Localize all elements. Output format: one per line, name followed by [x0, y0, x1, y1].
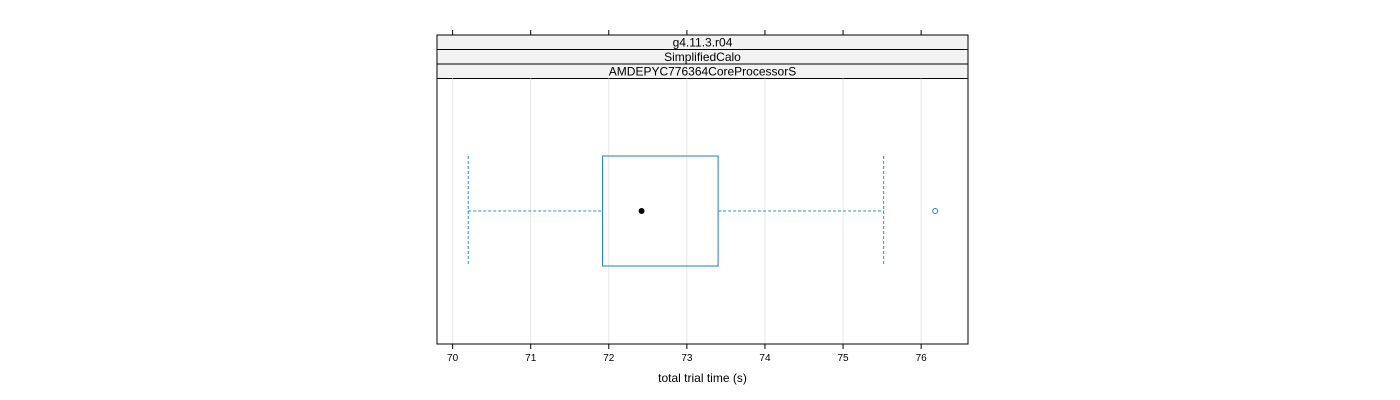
tick-label-73: 73: [681, 353, 693, 364]
outlier-point-1: [932, 208, 939, 214]
x-axis-label: total trial time (s): [658, 371, 747, 385]
median-dot: [638, 208, 645, 214]
tick-label-74: 74: [759, 353, 771, 364]
tick-label-72: 72: [603, 353, 615, 364]
panel-border: [436, 34, 969, 345]
tick-label-71: 71: [525, 353, 537, 364]
tick-label-70: 70: [447, 353, 459, 364]
tick-label-75: 75: [837, 353, 849, 364]
strip-label-3: AMDEPYC776364CoreProcessorS: [609, 64, 796, 78]
strip-label-2: SimplifiedCalo: [664, 50, 741, 64]
box-iqr: [602, 155, 719, 267]
strip-headers: g4.11.3.r04SimplifiedCaloAMDEPYC776364Co…: [436, 34, 969, 79]
x-axis: 70 71 72 73 74 75 76: [447, 30, 927, 364]
tick-label-76: 76: [916, 353, 928, 364]
box-marks: [467, 155, 939, 267]
strip-label-1: g4.11.3.r04: [673, 35, 733, 49]
